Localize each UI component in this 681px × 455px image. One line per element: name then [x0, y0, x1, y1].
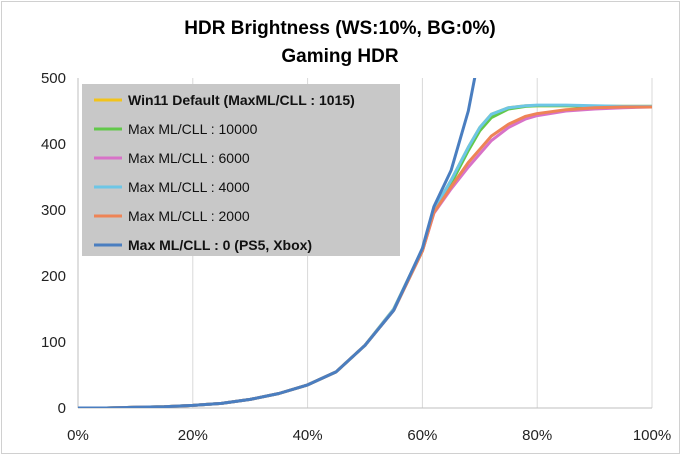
y-tick-label: 100 [41, 334, 66, 351]
x-tick-label: 0% [67, 427, 89, 444]
chart-title: HDR Brightness (WS:10%, BG:0%) [184, 18, 495, 39]
y-tick-label: 0 [58, 400, 66, 417]
series-line-6 [78, 78, 477, 408]
chart-subtitle: Gaming HDR [281, 46, 398, 67]
x-tick-label: 20% [178, 427, 208, 444]
series-group [78, 78, 652, 408]
legend-label: Max ML/CLL : 4000 [128, 179, 250, 195]
x-tick-label: 60% [407, 427, 437, 444]
legend-label: Max ML/CLL : 0 (PS5, Xbox) [128, 237, 312, 253]
legend-box [82, 84, 400, 256]
legend-label: Max ML/CLL : 2000 [128, 208, 250, 224]
legend: Win11 Default (MaxML/CLL : 1015) Max ML/C… [82, 84, 400, 256]
axes: 0% 20% 40% 60% 80% 100% 0 100 200 300 400 500 [41, 70, 671, 444]
legend-label: Win11 Default (MaxML/CLL : 1015) [128, 92, 355, 108]
y-tick-label: 300 [41, 202, 66, 219]
y-tick-label: 200 [41, 268, 66, 285]
x-tick-label: 80% [522, 427, 552, 444]
y-tick-label: 400 [41, 136, 66, 153]
x-tick-label: 100% [633, 427, 671, 444]
y-tick-label: 500 [41, 70, 66, 87]
legend-label: Max ML/CLL : 6000 [128, 150, 250, 166]
legend-label: Max ML/CLL : 10000 [128, 121, 258, 137]
x-tick-label: 40% [293, 427, 323, 444]
